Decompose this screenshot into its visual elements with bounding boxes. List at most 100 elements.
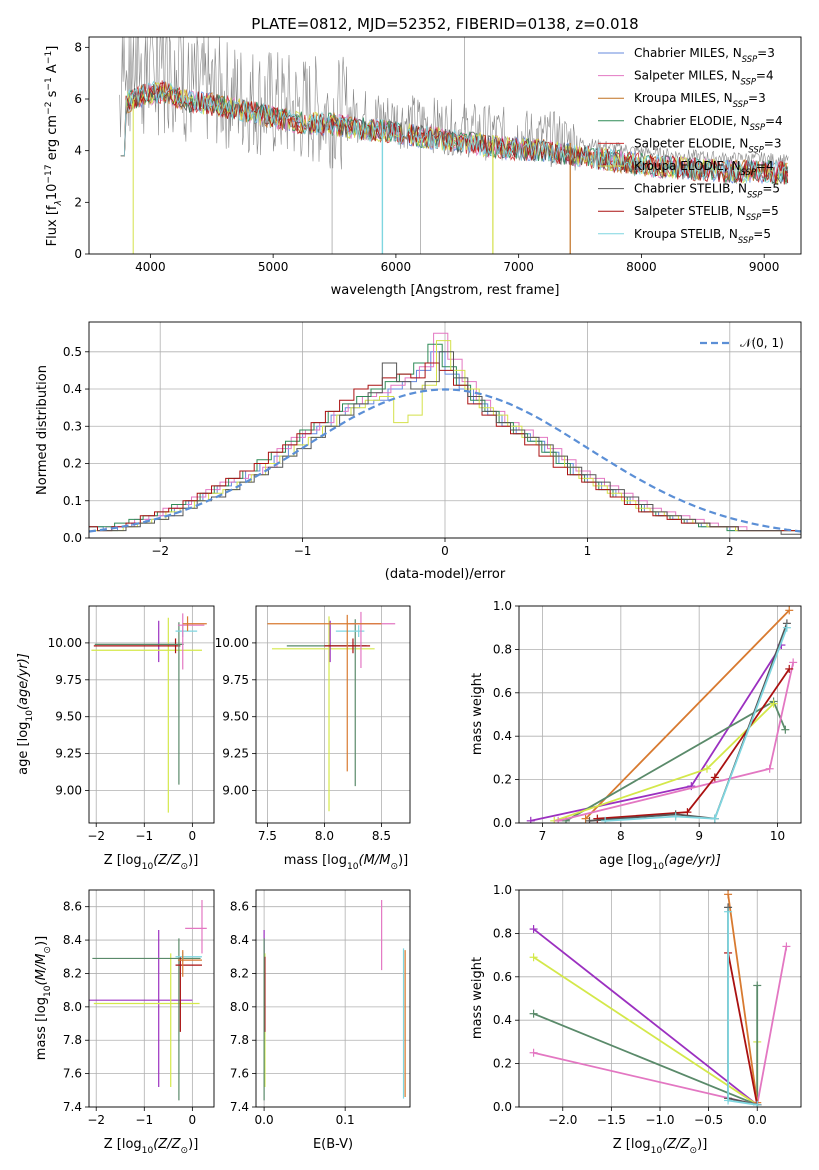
tick-label-x: −2: [87, 1113, 105, 1127]
tick-label-y: 8: [74, 40, 82, 54]
tick-label-y: 8.2: [230, 966, 249, 980]
legend-entry: Salpeter STELIB, NSSP=5: [634, 204, 779, 222]
residual-xlabel: (data-model)/error: [385, 567, 506, 582]
legend-entry: Salpeter ELODIE, NSSP=3: [634, 136, 782, 154]
mass-vs-Z-panel: −2 −1 0 7.4 7.6 7.8 8.0 8.2 8.4 8.6 Z [log10(Z/Z⊙)…: [34, 889, 215, 1156]
tick-label-y: 9.25: [55, 747, 82, 761]
tick-label-x: 0.0: [255, 1113, 274, 1127]
weight-line: [584, 609, 790, 820]
legend-entry: Kroupa STELIB, NSSP=5: [634, 227, 771, 245]
weight-line: [727, 952, 759, 1105]
tick-label-y: 0.4: [493, 729, 512, 743]
tick-label-y: 7.6: [230, 1067, 249, 1081]
mass-weight-vs-Z-ylabel: mass weight: [470, 957, 485, 1039]
tick-label-x: 9000: [749, 260, 780, 274]
tick-label-x: 1: [584, 544, 592, 558]
tick-label-y: 9.25: [222, 747, 249, 761]
tick-label-x: 0: [441, 544, 449, 558]
tick-label-y: 9.50: [55, 710, 82, 724]
spectrum-panel: 4000 5000 6000 7000 8000 9000 0 2 4 6 8 Chabrier MI…: [44, 36, 802, 298]
model-line: [120, 80, 788, 184]
plot-area: [526, 606, 798, 823]
tick-label-y: 9.50: [222, 710, 249, 724]
tick-label-x: −1: [135, 829, 153, 843]
tick-label-y: 8.0: [63, 1000, 82, 1014]
tick-label-y: 0.6: [493, 686, 512, 700]
weight-line: [533, 985, 759, 1107]
tick-label-x: 6000: [381, 260, 412, 274]
legend-entry: Kroupa ELODIE, NSSP=4: [634, 159, 774, 177]
tick-label-x: 7.5: [258, 829, 277, 843]
axes-frame: [88, 321, 802, 539]
tick-label-y: 7.4: [63, 1100, 82, 1114]
spectrum-ylabel: Flux [fλ10−17 erg cm−2 s−1 A−1]: [44, 46, 64, 247]
tick-label-y: 0.0: [493, 816, 512, 830]
tick-label-x: 8.0: [315, 829, 334, 843]
figure-title: PLATE=0812, MJD=52352, FIBERID=0138, z=0…: [251, 15, 638, 33]
legend-entry: Kroupa MILES, NSSP=3: [634, 91, 766, 109]
tick-label-x: −1: [294, 544, 312, 558]
histogram-series: [91, 332, 801, 532]
mass-weight-vs-age-panel: 7 8 9 10 0.0 0.2 0.4 0.6 0.8 1.0 age [log10(age/yr…: [470, 599, 802, 872]
tick-label-y: 0.0: [63, 531, 82, 545]
tick-label-x: −1.5: [597, 1113, 626, 1127]
age-vs-Z-ylabel: age [log10(age/yr)]: [16, 653, 35, 775]
tick-label-x: 7000: [503, 260, 534, 274]
residual-ylabel: Normed distribution: [35, 365, 50, 495]
mass-weight-vs-Z-xlabel: Z [log10(Z/Z⊙)]: [613, 1137, 708, 1156]
tick-label-y: 0.2: [63, 457, 82, 471]
axes-frame: [88, 605, 215, 824]
plot-area: [267, 611, 396, 812]
plot-area: [263, 900, 406, 1101]
plot-area: [119, 37, 789, 254]
tick-label-y: 8.4: [230, 933, 249, 947]
mass-weight-vs-age-ylabel: mass weight: [470, 673, 485, 755]
tick-label-y: 7.8: [230, 1033, 249, 1047]
tick-label-y: 7.4: [230, 1100, 249, 1114]
tick-label-y: 9.00: [222, 784, 249, 798]
gaussian-legend-label: 𝒩(0, 1): [740, 336, 784, 350]
tick-label-y: 0.4: [63, 382, 82, 396]
tick-label-x: 4000: [135, 260, 166, 274]
tick-label-x: −2: [87, 829, 105, 843]
tick-label-x: 0.0: [748, 1113, 767, 1127]
tick-label-x: 9: [695, 829, 703, 843]
tick-label-y: 0.1: [63, 494, 82, 508]
weight-line: [533, 928, 758, 1106]
tick-label-x: −1: [135, 1113, 153, 1127]
spectrum-legend: Chabrier MILES, NSSP=3 Salpeter MILES, NS…: [598, 46, 783, 245]
tick-label-x: 2: [726, 544, 734, 558]
tick-label-x: 0.1: [336, 1113, 355, 1127]
residual-panel: −2 −1 0 1 2 0.0 0.1 0.2 0.3 0.4 0.5 𝒩(0, 1) (data-mo…: [35, 321, 802, 582]
tick-label-y: 9.00: [55, 784, 82, 798]
weight-line: [533, 956, 759, 1107]
tick-label-x: 5000: [258, 260, 289, 274]
tick-label-y: 0.2: [493, 1057, 512, 1071]
plot-area: [89, 332, 801, 535]
plot-area: [529, 890, 791, 1107]
spectrum-xlabel: wavelength [Angstrom, rest frame]: [331, 283, 560, 298]
mass-weight-vs-Z-panel: −2.0 −1.5 −1.0 −0.5 0.0 0.0 0.2 0.4 0.6 0.8 1.0 Z […: [470, 883, 802, 1156]
axes-frame: [88, 36, 802, 255]
age-vs-Z-xlabel: Z [log10(Z/Z⊙)]: [104, 853, 199, 872]
mass-vs-Z-xlabel: Z [log10(Z/Z⊙)]: [104, 1137, 199, 1156]
legend-entry: Chabrier MILES, NSSP=3: [634, 46, 775, 64]
legend-entry: Salpeter MILES, NSSP=4: [634, 69, 774, 87]
age-vs-Z-panel: −2 −1 0 9.00 9.25 9.50 9.75 10.00 Z [log10(Z/Z⊙)…: [16, 605, 215, 872]
tick-label-x: 0: [189, 829, 197, 843]
weight-line: [727, 894, 759, 1103]
mass-vs-ebv-panel: 0.0 0.1 7.4 7.6 7.8 8.0 8.2 8.4 8.6 E(B-V): [230, 889, 411, 1152]
tick-label-y: 0.6: [493, 970, 512, 984]
histogram-series: [97, 351, 801, 535]
plot-area: [89, 900, 207, 1101]
tick-label-y: 9.75: [55, 673, 82, 687]
tick-label-y: 1.0: [493, 599, 512, 613]
histogram-series: [94, 340, 801, 532]
tick-label-y: 2: [74, 195, 82, 209]
tick-label-y: 4: [74, 144, 82, 158]
tick-label-y: 0.8: [493, 926, 512, 940]
tick-label-y: 9.75: [222, 673, 249, 687]
weight-line: [597, 668, 791, 820]
axes-frame: [518, 889, 802, 1108]
